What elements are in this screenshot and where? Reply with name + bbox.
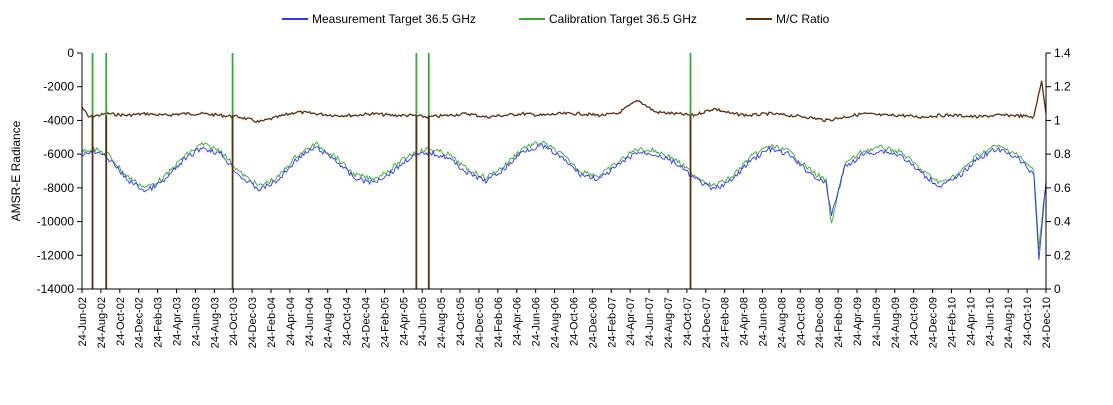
x-tick-label: 24-Feb-03 xyxy=(153,297,165,348)
legend: Measurement Target 36.5 GHz Calibration T… xyxy=(282,12,830,26)
legend-label-measurement-target-36-5-ghz: Measurement Target 36.5 GHz xyxy=(312,12,476,26)
y2-tick-label: 0 xyxy=(1054,282,1061,296)
x-tick-label: 24-Aug-06 xyxy=(550,297,562,348)
x-tick-label: 24-Apr-06 xyxy=(512,297,524,346)
x-tick-label: 24-Apr-10 xyxy=(965,297,977,346)
x-tick-label: 24-Apr-07 xyxy=(625,297,637,346)
axes xyxy=(81,53,1047,290)
x-tick-label: 24-Jun-07 xyxy=(644,297,656,347)
x-tick-label: 24-Oct-04 xyxy=(342,297,354,346)
legend-label-m-c-ratio: M/C Ratio xyxy=(776,12,830,26)
x-tick-label: 24-Aug-09 xyxy=(890,297,902,348)
y-tick-label: -12000 xyxy=(37,248,75,262)
y2-tick-label: 0.2 xyxy=(1054,248,1071,262)
x-tick-label: 24-Feb-05 xyxy=(379,297,391,348)
plot-lines xyxy=(81,53,1047,289)
x-tick-label: 24-Dec-02 xyxy=(134,297,146,348)
x-tick-label: 24-Oct-03 xyxy=(228,297,240,346)
x-tick-label: 24-Oct-09 xyxy=(909,297,921,346)
x-ticks: 24-Jun-02 24-Aug-02 24-Oct-02 24-Dec-02 24-F… xyxy=(77,289,1053,348)
x-tick-label: 24-Jun-02 xyxy=(77,297,89,347)
x-tick-label: 24-Jun-08 xyxy=(757,297,769,347)
y-tick-label: -8000 xyxy=(43,181,74,195)
y-tick-label: -14000 xyxy=(37,282,75,296)
y2-tick-label: 1.2 xyxy=(1054,80,1071,94)
x-tick-label: 24-Aug-04 xyxy=(323,297,335,348)
y2-ticks: 0 0.2 0.4 0.6 0.8 1 1.2 1.4 xyxy=(1046,46,1071,296)
y2-tick-label: 0.8 xyxy=(1054,147,1071,161)
x-tick-label: 24-Oct-07 xyxy=(682,297,694,346)
series-line-calibration-target-36-5-ghz xyxy=(81,140,1047,250)
x-tick-label: 24-Aug-08 xyxy=(776,297,788,348)
x-tick-label: 24-Apr-04 xyxy=(285,297,297,346)
y-tick-label: -4000 xyxy=(43,113,74,127)
x-tick-label: 24-Feb-06 xyxy=(493,297,505,348)
y-tick-label: -10000 xyxy=(37,215,75,229)
x-tick-label: 24-Jun-09 xyxy=(871,297,883,347)
x-tick-label: 24-Aug-10 xyxy=(1003,297,1015,348)
y-ticks: 0 -2000 -4000 -6000 -8000 -10000 -12000 -14000 xyxy=(37,46,82,296)
x-tick-label: 24-Dec-10 xyxy=(1041,297,1053,348)
x-tick-label: 24-Jun-06 xyxy=(531,297,543,347)
x-tick-label: 24-Feb-08 xyxy=(720,297,732,348)
x-tick-label: 24-Dec-09 xyxy=(928,297,940,348)
x-tick-label: 24-Oct-02 xyxy=(115,297,127,346)
y2-tick-label: 0.6 xyxy=(1054,181,1071,195)
x-tick-label: 24-Jun-05 xyxy=(417,297,429,347)
y-axis-title: AMSR-E Radiance xyxy=(9,120,23,221)
x-tick-label: 24-Oct-06 xyxy=(568,297,580,346)
y2-tick-label: 1.4 xyxy=(1054,46,1071,60)
x-tick-label: 24-Jun-04 xyxy=(304,297,316,347)
x-tick-label: 24-Apr-03 xyxy=(172,297,184,346)
y2-tick-label: 0.4 xyxy=(1054,215,1071,229)
legend-label-calibration-target-36-5-ghz: Calibration Target 36.5 GHz xyxy=(549,12,697,26)
x-tick-label: 24-Dec-07 xyxy=(701,297,713,348)
x-tick-label: 24-Aug-02 xyxy=(96,297,108,348)
x-tick-label: 24-Apr-09 xyxy=(852,297,864,346)
x-tick-label: 24-Dec-08 xyxy=(814,297,826,348)
x-tick-label: 24-Jun-03 xyxy=(190,297,202,347)
x-tick-label: 24-Aug-07 xyxy=(663,297,675,348)
x-tick-label: 24-Oct-05 xyxy=(455,297,467,346)
y-tick-label: -2000 xyxy=(43,80,74,94)
series-line-measurement-target-36-5-ghz xyxy=(81,143,1047,261)
x-tick-label: 24-Dec-04 xyxy=(361,297,373,348)
x-tick-label: 24-Oct-10 xyxy=(1022,297,1034,346)
series-line-m-c-ratio xyxy=(81,80,1047,124)
x-tick-label: 24-Dec-03 xyxy=(247,297,259,348)
x-tick-label: 24-Aug-05 xyxy=(436,297,448,348)
x-tick-label: 24-Feb-07 xyxy=(606,297,618,348)
x-tick-label: 24-Dec-05 xyxy=(474,297,486,348)
x-tick-label: 24-Feb-10 xyxy=(946,297,958,348)
x-tick-label: 24-Aug-03 xyxy=(209,297,221,348)
x-tick-label: 24-Oct-08 xyxy=(795,297,807,346)
x-tick-label: 24-Feb-09 xyxy=(833,297,845,348)
y-tick-label: 0 xyxy=(67,46,74,60)
x-tick-label: 24-Dec-06 xyxy=(587,297,599,348)
x-tick-label: 24-Feb-04 xyxy=(266,297,278,348)
y2-tick-label: 1 xyxy=(1054,113,1061,127)
x-tick-label: 24-Jun-10 xyxy=(984,297,996,347)
x-tick-label: 24-Apr-05 xyxy=(398,297,410,346)
y-tick-label: -6000 xyxy=(43,147,74,161)
x-tick-label: 24-Apr-08 xyxy=(739,297,751,346)
